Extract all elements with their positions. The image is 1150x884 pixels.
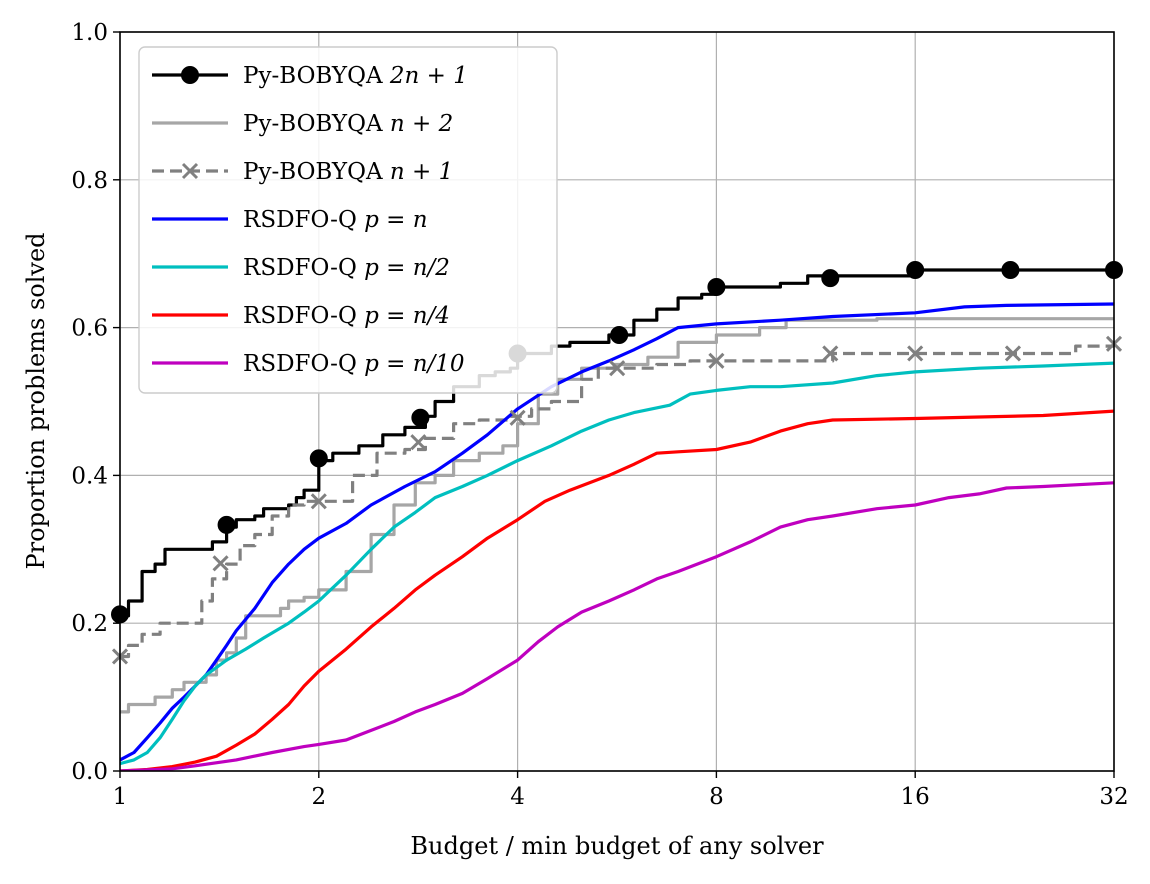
series-0-marker bbox=[821, 269, 840, 288]
y-tick-label: 0.2 bbox=[71, 611, 108, 637]
legend-label-4: RSDFO-Q p = n/2 bbox=[243, 255, 450, 281]
series-line-6 bbox=[120, 481, 1114, 771]
y-tick-label: 0.6 bbox=[71, 316, 108, 342]
legend-label-text: RSDFO-Q bbox=[243, 255, 364, 281]
series-line-1 bbox=[120, 317, 1114, 714]
x-marker-stroke bbox=[212, 555, 229, 572]
y-tick-label: 0.8 bbox=[71, 168, 108, 194]
x-tick-label: 1 bbox=[113, 784, 128, 810]
legend-label-math: n + 2 bbox=[390, 111, 453, 137]
legend-marker-0 bbox=[181, 66, 199, 84]
series-2-marker bbox=[822, 345, 839, 362]
x-marker-stroke bbox=[310, 493, 327, 510]
series-0-marker bbox=[217, 515, 236, 534]
x-marker-stroke bbox=[1004, 345, 1022, 362]
series-2-marker bbox=[212, 555, 229, 572]
x-tick-label: 32 bbox=[1099, 784, 1128, 810]
series-2-marker bbox=[310, 493, 327, 510]
y-tick-label: 0.0 bbox=[71, 759, 108, 785]
x-tick-label: 2 bbox=[311, 784, 326, 810]
legend-label-math: p = n/2 bbox=[364, 255, 450, 281]
x-marker-stroke bbox=[181, 162, 199, 180]
legend-label-1: Py-BOBYQA n + 2 bbox=[243, 111, 453, 137]
legend-label-text: Py-BOBYQA bbox=[243, 111, 390, 137]
legend-label-text: RSDFO-Q bbox=[243, 303, 364, 329]
series-2-marker bbox=[609, 360, 626, 377]
x-marker-stroke bbox=[822, 345, 839, 362]
marker-layer bbox=[111, 260, 1123, 665]
legend-label-3: RSDFO-Q p = n bbox=[243, 207, 428, 233]
legend-marker-2 bbox=[181, 162, 199, 180]
series-0-marker bbox=[906, 260, 925, 279]
x-axis-label: Budget / min budget of any solver bbox=[410, 832, 824, 860]
series-0-marker bbox=[309, 449, 328, 468]
legend-label-text: RSDFO-Q bbox=[243, 207, 364, 233]
legend-label-math: 2n + 1 bbox=[389, 63, 468, 89]
series-2-marker bbox=[410, 434, 427, 451]
y-axis-label: Proportion problems solved bbox=[22, 232, 50, 569]
legend-label-0: Py-BOBYQA 2n + 1 bbox=[243, 63, 468, 89]
axis-ticks: 1 2 4 8 16 32 0.0 0.2 0.4 0.6 0.8 1.0 bbox=[71, 20, 1128, 810]
series-line-4 bbox=[120, 361, 1114, 766]
series-2-marker bbox=[1004, 345, 1022, 362]
legend-label-2: Py-BOBYQA n + 1 bbox=[243, 159, 453, 185]
legend-box bbox=[138, 46, 558, 394]
legend-label-text: Py-BOBYQA bbox=[243, 159, 390, 185]
x-marker-stroke bbox=[609, 360, 626, 377]
x-marker-stroke bbox=[708, 352, 725, 369]
legend-label-5: RSDFO-Q p = n/4 bbox=[243, 303, 450, 329]
legend-label-text: RSDFO-Q bbox=[243, 351, 364, 377]
legend-label-math: p = n bbox=[364, 207, 427, 233]
x-tick-label: 4 bbox=[510, 784, 525, 810]
x-tick-label: 16 bbox=[901, 784, 930, 810]
series-line-2 bbox=[120, 343, 1114, 659]
legend: Py-BOBYQA 2n + 1Py-BOBYQA n + 2Py-BOBYQA… bbox=[138, 46, 558, 394]
series-0-marker bbox=[610, 325, 629, 344]
y-tick-label: 0.4 bbox=[71, 463, 108, 489]
legend-label-math: n + 1 bbox=[390, 159, 453, 185]
legend-label-text: Py-BOBYQA bbox=[243, 63, 390, 89]
legend-label-6: RSDFO-Q p = n/10 bbox=[243, 351, 465, 377]
series-0-marker bbox=[707, 277, 726, 296]
legend-label-math: p = n/10 bbox=[364, 351, 464, 377]
x-marker-stroke bbox=[410, 434, 427, 451]
x-marker-stroke bbox=[907, 345, 924, 362]
series-0-marker bbox=[411, 408, 430, 427]
legend-label-math: p = n/4 bbox=[364, 303, 450, 329]
y-tick-label: 1.0 bbox=[71, 20, 108, 46]
x-marker-stroke bbox=[509, 409, 526, 426]
plot-frame bbox=[119, 31, 1115, 772]
series-0-marker bbox=[1001, 260, 1020, 279]
x-tick-label: 8 bbox=[709, 784, 724, 810]
series-2-marker bbox=[907, 345, 924, 362]
series-2-marker bbox=[708, 352, 725, 369]
series-2-marker bbox=[509, 409, 526, 426]
series-line-5 bbox=[120, 409, 1114, 771]
